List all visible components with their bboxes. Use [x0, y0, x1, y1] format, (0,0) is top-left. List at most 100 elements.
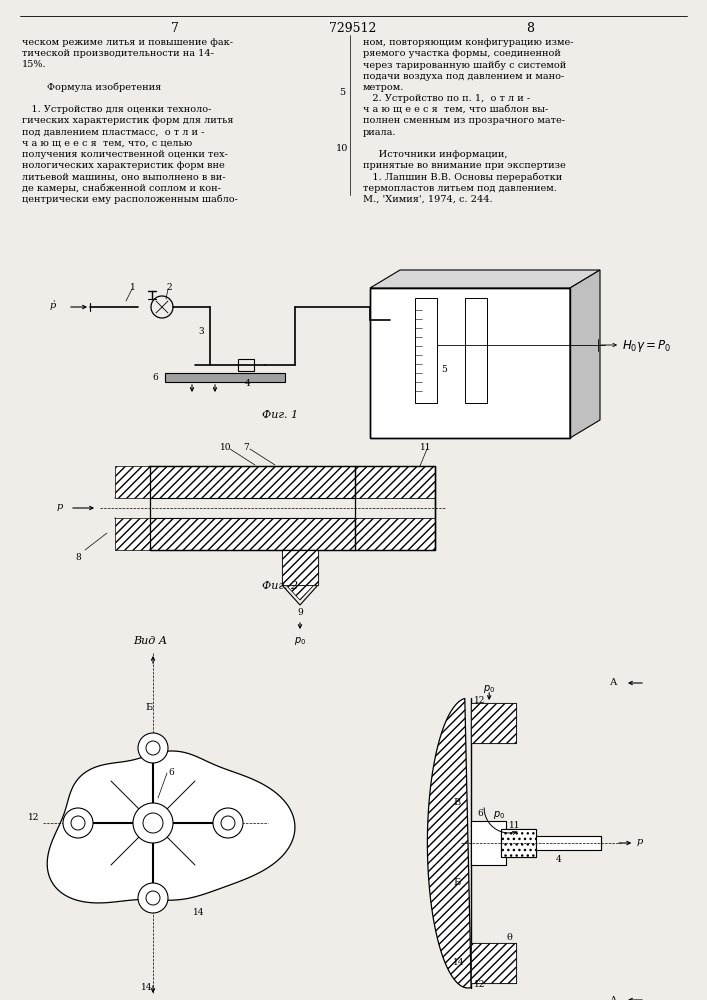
Text: Фиг. 2: Фиг. 2 [262, 581, 298, 591]
Text: ч а ю щ е е с я  тем, что, с целью: ч а ю щ е е с я тем, что, с целью [22, 139, 192, 148]
Bar [465, 298, 487, 403]
Text: 2: 2 [166, 283, 172, 292]
Text: ': ' [52, 299, 54, 307]
Text: 3: 3 [198, 327, 204, 336]
Text: 6: 6 [152, 373, 158, 382]
Text: $p_0$: $p_0$ [294, 635, 306, 647]
Bar [355, 466, 435, 498]
Text: 12: 12 [474, 980, 486, 989]
Text: получения количественной оценки тех-: получения количественной оценки тех- [22, 150, 228, 159]
Bar [501, 829, 536, 857]
Bar [501, 829, 536, 857]
Bar [471, 703, 516, 743]
Text: тической производительности на 14-: тической производительности на 14- [22, 49, 214, 58]
Polygon shape [428, 698, 471, 988]
Text: 14: 14 [453, 958, 464, 967]
Text: 9: 9 [297, 608, 303, 617]
Text: p: p [50, 301, 57, 310]
Text: 1: 1 [130, 283, 136, 292]
Text: 4: 4 [245, 379, 251, 388]
Circle shape [63, 808, 93, 838]
Text: p: p [636, 837, 643, 846]
Text: 729512: 729512 [329, 22, 377, 35]
Bar [415, 298, 437, 403]
Text: ряемого участка формы, соединенной: ряемого участка формы, соединенной [363, 49, 561, 58]
Polygon shape [570, 270, 600, 438]
Text: 14: 14 [141, 983, 153, 992]
Text: Вид А: Вид А [133, 636, 167, 646]
Text: $p_0$: $p_0$ [483, 683, 496, 695]
Circle shape [133, 803, 173, 843]
Polygon shape [286, 585, 314, 600]
Bar [370, 288, 570, 438]
Text: $p_0$: $p_0$ [493, 809, 506, 821]
Text: 14: 14 [193, 908, 204, 917]
Bar [147, 817, 159, 829]
Text: Источники информации,: Источники информации, [363, 150, 508, 159]
Bar [282, 550, 318, 585]
Text: 8: 8 [75, 553, 81, 562]
Text: Б: Б [453, 878, 460, 887]
Text: 15%.: 15%. [22, 60, 47, 69]
Text: 4: 4 [556, 855, 562, 864]
Text: Формула изобретения: Формула изобретения [22, 83, 161, 92]
Text: 2. Устройство по п. 1,  о т л и -: 2. Устройство по п. 1, о т л и - [363, 94, 530, 103]
Text: 1. Устройство для оценки техноло-: 1. Устройство для оценки техноло- [22, 105, 211, 114]
Text: 10: 10 [336, 144, 348, 153]
Text: 11: 11 [509, 821, 520, 830]
Text: 5: 5 [339, 88, 345, 97]
Text: 6: 6 [477, 809, 483, 818]
Circle shape [138, 733, 168, 763]
Text: литьевой машины, оно выполнено в ви-: литьевой машины, оно выполнено в ви- [22, 172, 226, 181]
Text: термопластов литьем под давлением.: термопластов литьем под давлением. [363, 184, 557, 193]
Text: 7: 7 [243, 443, 249, 452]
Text: под давлением пластмасс,  о т л и -: под давлением пластмасс, о т л и - [22, 128, 204, 137]
Bar [115, 518, 150, 550]
Bar [150, 518, 435, 550]
Text: Фиг. 1: Фиг. 1 [262, 410, 298, 420]
Bar [355, 466, 435, 550]
Text: Б: Б [145, 703, 152, 712]
Bar [471, 943, 516, 983]
Text: риала.: риала. [363, 128, 397, 137]
Text: 11: 11 [420, 443, 431, 452]
Polygon shape [370, 270, 600, 288]
Text: 12: 12 [474, 696, 486, 705]
Text: 10: 10 [220, 443, 231, 452]
Text: де камеры, снабженной соплом и кон-: де камеры, снабженной соплом и кон- [22, 184, 221, 193]
Bar [370, 288, 570, 438]
Text: метром.: метром. [363, 83, 404, 92]
Polygon shape [47, 751, 295, 903]
Text: ч а ю щ е е с я  тем, что шаблон вы-: ч а ю щ е е с я тем, что шаблон вы- [363, 105, 548, 114]
Text: 6: 6 [168, 768, 174, 777]
Bar [536, 836, 601, 850]
Text: нологических характеристик форм вне: нологических характеристик форм вне [22, 161, 225, 170]
Text: принятые во внимание при экспертизе: принятые во внимание при экспертизе [363, 161, 566, 170]
Bar [471, 703, 516, 743]
Text: М., 'Химия', 1974, с. 244.: М., 'Химия', 1974, с. 244. [363, 195, 493, 204]
Bar [501, 829, 536, 857]
Text: ном, повторяющим конфигурацию изме-: ном, повторяющим конфигурацию изме- [363, 38, 573, 47]
Text: 12: 12 [28, 813, 40, 822]
Bar [150, 466, 435, 550]
Bar [165, 373, 285, 382]
Bar [282, 550, 318, 585]
Text: А: А [610, 996, 617, 1000]
Text: полнен сменным из прозрачного мате-: полнен сменным из прозрачного мате- [363, 116, 565, 125]
Text: ческом режиме литья и повышение фак-: ческом режиме литья и повышение фак- [22, 38, 233, 47]
Bar [238, 359, 254, 371]
Text: 1. Лапшин В.В. Основы переработки: 1. Лапшин В.В. Основы переработки [363, 172, 562, 182]
Circle shape [138, 883, 168, 913]
Text: 5: 5 [441, 365, 447, 374]
Bar [471, 821, 506, 865]
Text: θ: θ [506, 933, 512, 942]
Bar [355, 518, 435, 550]
Bar [471, 943, 516, 983]
Text: $H_0\gamma=P_0$: $H_0\gamma=P_0$ [622, 338, 672, 354]
Text: центрически ему расположенным шабло-: центрически ему расположенным шабло- [22, 195, 238, 204]
Circle shape [213, 808, 243, 838]
Text: p: p [57, 502, 63, 511]
Text: 7: 7 [171, 22, 179, 35]
Bar [115, 466, 150, 498]
Text: подачи воздуха под давлением и мано-: подачи воздуха под давлением и мано- [363, 72, 564, 81]
